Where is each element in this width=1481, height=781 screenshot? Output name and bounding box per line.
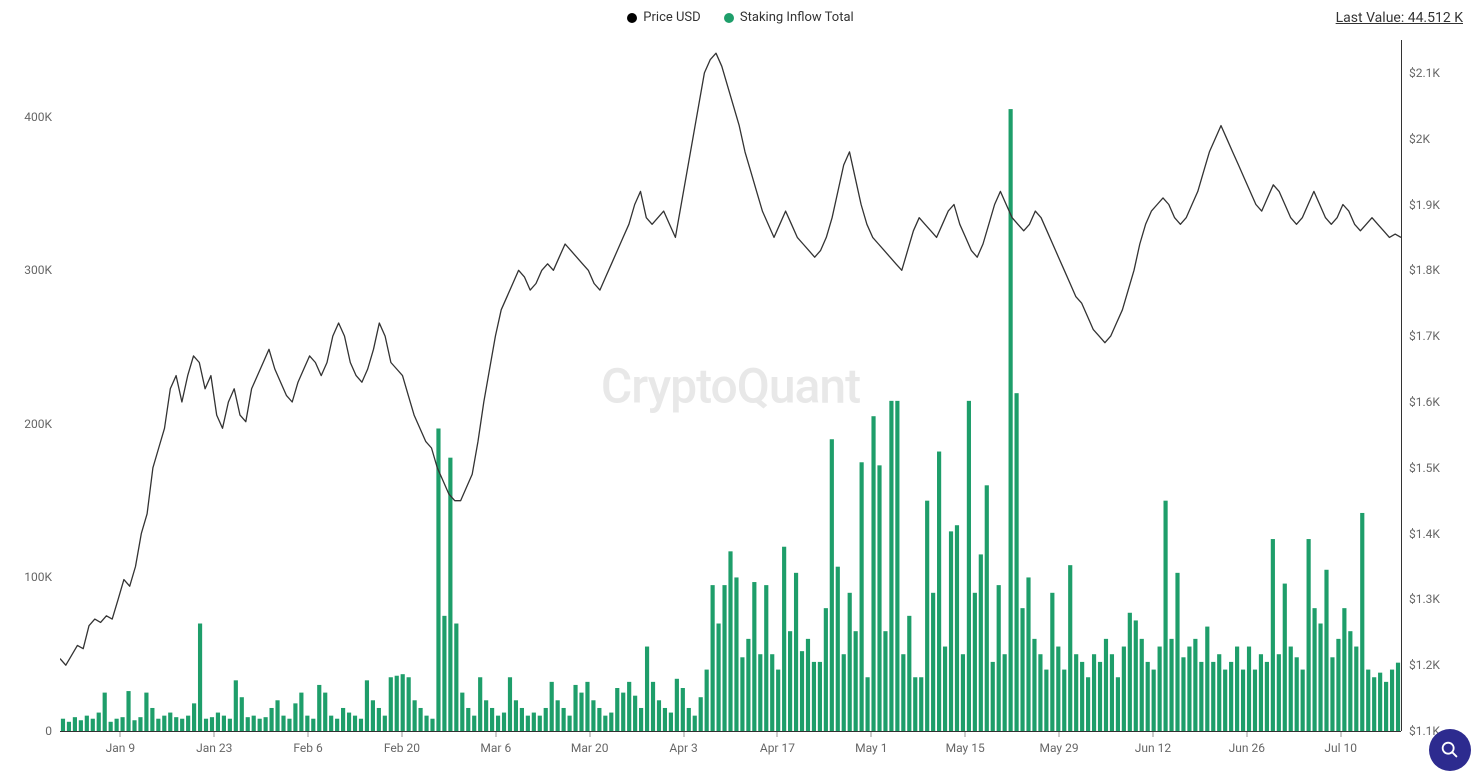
axis-line-bottom xyxy=(60,731,1401,732)
magnify-chat-icon xyxy=(1439,739,1461,761)
x-tick: Feb 6 xyxy=(293,741,322,755)
legend-label: Staking Inflow Total xyxy=(740,10,854,25)
y-right-tick: $1.6K xyxy=(1409,395,1440,409)
chart-svg xyxy=(60,40,1401,731)
y-left-tick: 100K xyxy=(24,570,52,584)
y-right-tick: $2.1K xyxy=(1409,66,1440,80)
x-tick: Mar 6 xyxy=(480,741,511,755)
x-tick: Mar 20 xyxy=(571,741,609,755)
legend-item-price[interactable]: Price USD xyxy=(627,10,700,25)
x-tick: May 15 xyxy=(946,741,985,755)
x-tick: Feb 20 xyxy=(384,741,420,755)
x-tick: Jan 9 xyxy=(106,741,136,755)
legend-dot-icon xyxy=(724,13,734,23)
y-right-tick: $1.9K xyxy=(1409,198,1440,212)
x-axis: Jan 9 Jan 23 Feb 6 Feb 20 Mar 6 Mar 20 Apr 3 Ap… xyxy=(60,731,1401,781)
x-tick: Jun 12 xyxy=(1135,741,1171,755)
legend-item-staking[interactable]: Staking Inflow Total xyxy=(724,10,854,25)
legend-label: Price USD xyxy=(643,10,700,25)
y-axis-right: $1.1K$1.2K$1.3K$1.4K$1.5K$1.6K$1.7K$1.8K… xyxy=(1401,40,1481,731)
x-tick: May 1 xyxy=(855,741,887,755)
y-right-tick: $1.7K xyxy=(1409,329,1440,343)
y-axis-left: 0100K200K300K400K xyxy=(0,40,60,731)
x-tick: Jan 23 xyxy=(196,741,232,755)
chart-plot-area[interactable]: CryptoQuant xyxy=(60,40,1401,731)
axis-line-right xyxy=(1401,40,1402,731)
y-left-tick: 0 xyxy=(45,724,52,738)
y-right-tick: $1.8K xyxy=(1409,263,1440,277)
y-right-tick: $1.2K xyxy=(1409,658,1440,672)
y-left-tick: 300K xyxy=(24,263,52,277)
y-left-tick: 200K xyxy=(24,417,52,431)
x-tick: Jun 26 xyxy=(1229,741,1265,755)
chart-legend: Price USD Staking Inflow Total xyxy=(0,10,1481,27)
y-right-tick: $2K xyxy=(1409,132,1430,146)
x-tick: Apr 17 xyxy=(760,741,795,755)
y-right-tick: $1.4K xyxy=(1409,527,1440,541)
legend-dot-icon xyxy=(627,13,637,23)
y-right-tick: $1.5K xyxy=(1409,461,1440,475)
x-tick: May 29 xyxy=(1040,741,1079,755)
x-tick: Apr 3 xyxy=(669,741,697,755)
x-tick: Jul 10 xyxy=(1324,741,1357,755)
y-right-tick: $1.3K xyxy=(1409,592,1440,606)
chat-button[interactable] xyxy=(1429,729,1471,771)
y-left-tick: 400K xyxy=(24,110,52,124)
last-value-label[interactable]: Last Value: 44.512 K xyxy=(1336,10,1463,26)
